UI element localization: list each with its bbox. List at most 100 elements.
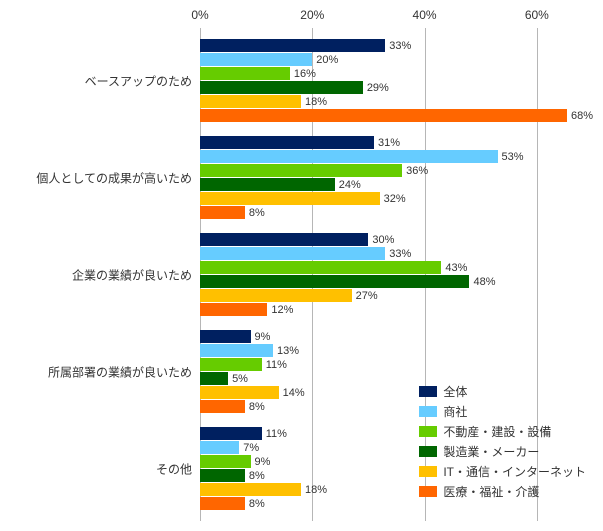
bar-row: 11% [200, 358, 593, 371]
bar-value-label: 11% [266, 359, 287, 371]
legend-swatch [419, 426, 437, 437]
category-label: ベースアップのため [5, 72, 200, 89]
bar-row: 53% [200, 150, 593, 163]
bar-value-label: 33% [389, 248, 411, 260]
bar-value-label: 36% [406, 165, 428, 177]
bar-value-label: 18% [305, 484, 327, 496]
legend-item: 全体 [419, 383, 586, 400]
legend-label: 不動産・建設・設備 [443, 423, 551, 440]
bar-value-label: 7% [243, 442, 259, 454]
bar-value-label: 27% [356, 290, 378, 302]
bar [200, 136, 374, 149]
legend-label: 全体 [443, 383, 467, 400]
bar-value-label: 43% [445, 262, 467, 274]
bar-row: 43% [200, 261, 593, 274]
bar-value-label: 8% [249, 401, 265, 413]
legend-swatch [419, 406, 437, 417]
bar [200, 400, 245, 413]
bar-value-label: 18% [305, 96, 327, 108]
bar [200, 261, 441, 274]
bar [200, 386, 279, 399]
bar-value-label: 11% [266, 428, 287, 440]
bar-value-label: 53% [502, 151, 524, 163]
bar [200, 289, 352, 302]
bar-value-label: 9% [255, 331, 271, 343]
category-label: その他 [5, 460, 200, 477]
legend-label: 商社 [443, 403, 467, 420]
bar-value-label: 5% [232, 373, 248, 385]
x-axis-labels: 0%20%40%60% [200, 8, 593, 28]
bar-value-label: 30% [372, 234, 394, 246]
bar-value-label: 8% [249, 498, 265, 510]
category-label: 個人としての成果が高いため [5, 169, 200, 186]
bar-value-label: 12% [271, 304, 293, 316]
bar [200, 164, 402, 177]
category-label: 企業の業績が良いため [5, 266, 200, 283]
legend-swatch [419, 386, 437, 397]
legend-swatch [419, 486, 437, 497]
bar-row: 24% [200, 178, 593, 191]
bar-value-label: 16% [294, 68, 316, 80]
legend-label: 医療・福祉・介護 [443, 483, 539, 500]
x-axis-tick-label: 0% [191, 8, 208, 22]
bar-value-label: 8% [249, 207, 265, 219]
legend: 全体商社不動産・建設・設備製造業・メーカーIT・通信・インターネット医療・福祉・… [419, 380, 586, 503]
legend-label: 製造業・メーカー [443, 443, 539, 460]
bar-row: 30% [200, 233, 593, 246]
bar [200, 497, 245, 510]
bar-value-label: 33% [389, 40, 411, 52]
bar [200, 206, 245, 219]
bar-value-label: 8% [249, 470, 265, 482]
bar-value-label: 32% [384, 193, 406, 205]
bar-value-label: 14% [283, 387, 305, 399]
legend-item: 医療・福祉・介護 [419, 483, 586, 500]
legend-item: 不動産・建設・設備 [419, 423, 586, 440]
bar [200, 330, 251, 343]
bar [200, 275, 469, 288]
bar [200, 192, 380, 205]
x-axis-tick-label: 60% [525, 8, 549, 22]
bar-row: 27% [200, 289, 593, 302]
bar [200, 95, 301, 108]
bar-value-label: 29% [367, 82, 389, 94]
legend-swatch [419, 446, 437, 457]
x-axis-tick-label: 40% [413, 8, 437, 22]
bar-row: 32% [200, 192, 593, 205]
bar-row: 12% [200, 303, 593, 316]
bar-row: 33% [200, 39, 593, 52]
bar-row: 48% [200, 275, 593, 288]
x-axis-tick-label: 20% [300, 8, 324, 22]
bar-row: 29% [200, 81, 593, 94]
bar-row: 36% [200, 164, 593, 177]
bar [200, 455, 251, 468]
bar-value-label: 13% [277, 345, 299, 357]
bar-row: 20% [200, 53, 593, 66]
category-label: 所属部署の業績が良いため [5, 363, 200, 380]
bar [200, 247, 385, 260]
bar [200, 150, 498, 163]
legend-item: 商社 [419, 403, 586, 420]
bar-row: 31% [200, 136, 593, 149]
bar [200, 303, 267, 316]
bar [200, 109, 567, 122]
bar-value-label: 24% [339, 179, 361, 191]
bar [200, 441, 239, 454]
bar-row: 8% [200, 206, 593, 219]
bar [200, 483, 301, 496]
bar-group: 個人としての成果が高いため31%53%36%24%32%8% [200, 135, 593, 220]
bar-row: 33% [200, 247, 593, 260]
bar-row: 9% [200, 330, 593, 343]
bar-group: ベースアップのため33%20%16%29%18%68% [200, 38, 593, 123]
bar [200, 469, 245, 482]
bar-value-label: 9% [255, 456, 271, 468]
bar [200, 358, 262, 371]
bar-group: 企業の業績が良いため30%33%43%48%27%12% [200, 232, 593, 317]
bar [200, 53, 312, 66]
bar [200, 178, 335, 191]
bar [200, 344, 273, 357]
bar-row: 16% [200, 67, 593, 80]
bar-value-label: 20% [316, 54, 338, 66]
legend-swatch [419, 466, 437, 477]
bar-row: 18% [200, 95, 593, 108]
bar-value-label: 48% [473, 276, 495, 288]
